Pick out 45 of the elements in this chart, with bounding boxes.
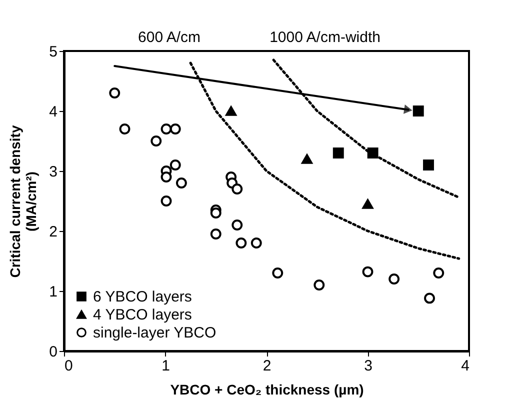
x-tick-label: 2	[262, 358, 272, 374]
point	[210, 228, 222, 240]
y-axis-title: Critical current density (MA/cm²)	[7, 125, 40, 278]
point	[176, 178, 187, 188]
point	[314, 280, 325, 290]
series-label: 600 A/cm	[138, 29, 201, 46]
x-tick-label: 1	[162, 358, 170, 374]
point	[424, 292, 435, 304]
point	[388, 274, 400, 284]
point	[210, 208, 222, 218]
point	[109, 88, 120, 98]
x-tick-label: 0	[64, 358, 73, 374]
legend-label: 6 YBCO layers	[93, 288, 192, 306]
point	[250, 238, 262, 248]
y-tick-label: 3	[49, 164, 58, 180]
point	[160, 172, 172, 182]
point	[423, 160, 434, 170]
x-tick-label: 3	[364, 358, 372, 374]
point	[272, 268, 284, 278]
y-tick-label: 2	[49, 224, 58, 240]
legend-label: single-layer YBCO	[93, 324, 216, 342]
point	[236, 238, 247, 248]
y-tick-label: 0	[49, 344, 58, 360]
series-label: 1000 A/cm-width	[270, 29, 380, 46]
x-axis-title: YBCO + CeO₂ thickness (µm)	[170, 382, 364, 398]
point	[332, 148, 344, 158]
point	[170, 160, 181, 170]
legend-label: 4 YBCO layers	[93, 306, 192, 324]
y-tick-label: 5	[49, 44, 58, 60]
y-tick-label: 4	[49, 104, 58, 120]
point	[232, 184, 243, 194]
point	[226, 106, 237, 116]
point	[160, 196, 172, 206]
point	[150, 136, 162, 146]
point	[232, 220, 243, 230]
x-tick-label: 4	[461, 358, 470, 374]
y-tick-label: 1	[49, 284, 58, 300]
point	[160, 124, 172, 134]
point	[433, 268, 444, 278]
point	[362, 266, 374, 278]
point	[170, 124, 181, 134]
point	[119, 124, 130, 134]
point	[412, 106, 424, 116]
point	[302, 154, 312, 164]
point	[362, 199, 374, 209]
